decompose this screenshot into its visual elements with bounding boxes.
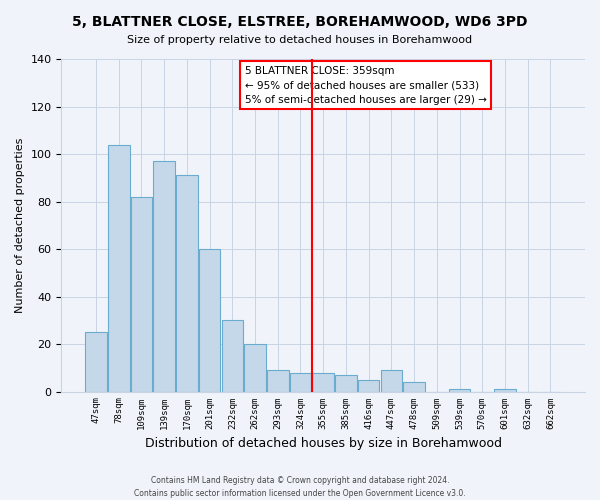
Text: 5, BLATTNER CLOSE, ELSTREE, BOREHAMWOOD, WD6 3PD: 5, BLATTNER CLOSE, ELSTREE, BOREHAMWOOD,… [72, 15, 528, 29]
Bar [380, 370, 402, 392]
Bar [358, 380, 379, 392]
Bar [244, 344, 266, 392]
Y-axis label: Number of detached properties: Number of detached properties [15, 138, 25, 313]
Bar [267, 370, 289, 392]
Bar [449, 389, 470, 392]
Bar [154, 161, 175, 392]
Bar [108, 144, 130, 392]
Text: 5 BLATTNER CLOSE: 359sqm
← 95% of detached houses are smaller (533)
5% of semi-d: 5 BLATTNER CLOSE: 359sqm ← 95% of detach… [245, 66, 487, 106]
Bar [199, 249, 220, 392]
Bar [221, 320, 243, 392]
Bar [176, 176, 197, 392]
Bar [494, 389, 516, 392]
Bar [290, 372, 311, 392]
X-axis label: Distribution of detached houses by size in Borehamwood: Distribution of detached houses by size … [145, 437, 502, 450]
Bar [403, 382, 425, 392]
Bar [131, 197, 152, 392]
Bar [335, 375, 357, 392]
Bar [313, 372, 334, 392]
Bar [85, 332, 107, 392]
Text: Size of property relative to detached houses in Borehamwood: Size of property relative to detached ho… [127, 35, 473, 45]
Text: Contains HM Land Registry data © Crown copyright and database right 2024.
Contai: Contains HM Land Registry data © Crown c… [134, 476, 466, 498]
